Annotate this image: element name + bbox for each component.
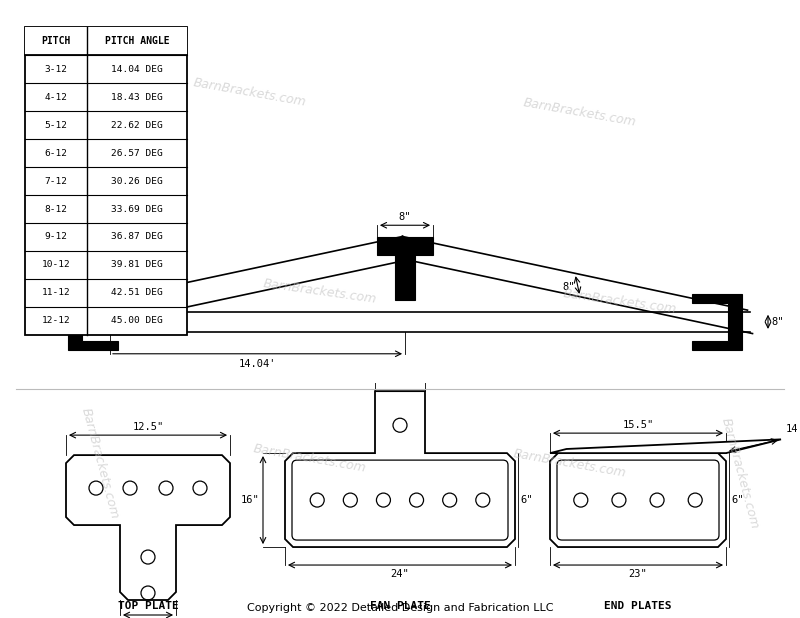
Text: BarnBrackets.com: BarnBrackets.com [522, 96, 638, 129]
Text: 4-12: 4-12 [45, 93, 67, 102]
Text: 23": 23" [629, 569, 647, 579]
Text: 10-12: 10-12 [42, 260, 70, 269]
Text: 22.62 DEG: 22.62 DEG [111, 121, 163, 130]
Text: 3-12: 3-12 [45, 65, 67, 74]
Bar [25, 27, 187, 55]
Text: 6": 6" [731, 495, 743, 505]
Bar [395, 255, 415, 300]
Text: 8": 8" [771, 317, 783, 327]
Polygon shape [285, 391, 515, 547]
Text: 8": 8" [398, 212, 411, 222]
Text: 39.81 DEG: 39.81 DEG [111, 260, 163, 269]
Text: 11-12: 11-12 [42, 289, 70, 297]
Polygon shape [58, 237, 407, 334]
Text: 14.04 DEG: 14.04 DEG [111, 65, 163, 74]
Bar [377, 237, 433, 255]
Text: BarnBrackets.com: BarnBrackets.com [253, 442, 367, 475]
Text: BarnBrackets.com: BarnBrackets.com [262, 277, 378, 307]
Text: 16": 16" [240, 495, 259, 505]
Text: 36.87 DEG: 36.87 DEG [111, 232, 163, 242]
Text: 26.57 DEG: 26.57 DEG [111, 148, 163, 158]
Text: 12-12: 12-12 [42, 316, 70, 325]
Text: 42.51 DEG: 42.51 DEG [111, 289, 163, 297]
Text: 5-12: 5-12 [45, 121, 67, 130]
Polygon shape [550, 453, 726, 547]
Text: BarnBrackets.com: BarnBrackets.com [719, 416, 761, 530]
Text: 33.69 DEG: 33.69 DEG [111, 205, 163, 214]
Text: 6": 6" [520, 495, 533, 505]
Text: PITCH ANGLE: PITCH ANGLE [105, 36, 170, 46]
Text: BarnBrackets.com: BarnBrackets.com [193, 76, 307, 109]
Polygon shape [550, 439, 781, 453]
Polygon shape [68, 294, 118, 350]
Text: 6-12: 6-12 [45, 148, 67, 158]
Text: PITCH: PITCH [42, 36, 70, 46]
Text: Copyright © 2022 Detailed Design and Fabrication LLC: Copyright © 2022 Detailed Design and Fab… [246, 603, 554, 613]
Text: 45.00 DEG: 45.00 DEG [111, 316, 163, 325]
Text: BarnBrackets.com: BarnBrackets.com [513, 447, 627, 480]
Text: 30.26 DEG: 30.26 DEG [111, 177, 163, 185]
Text: 8": 8" [562, 282, 575, 292]
Text: BarnBrackets.com: BarnBrackets.com [562, 287, 678, 316]
Polygon shape [402, 237, 753, 334]
Text: END PLATES: END PLATES [604, 601, 672, 611]
Text: 7-12: 7-12 [45, 177, 67, 185]
Text: 18.43 DEG: 18.43 DEG [111, 93, 163, 102]
Text: 14.04': 14.04' [786, 425, 800, 434]
Text: FAN PLATE: FAN PLATE [370, 601, 430, 611]
Text: 9-12: 9-12 [45, 232, 67, 242]
Text: 14.04': 14.04' [238, 359, 276, 369]
Text: 15.5": 15.5" [622, 420, 654, 430]
Text: 8-12: 8-12 [45, 205, 67, 214]
Text: BarnBrackets.com: BarnBrackets.com [79, 406, 121, 520]
Polygon shape [692, 294, 742, 350]
Polygon shape [66, 455, 230, 600]
Bar [25, 27, 187, 335]
Text: 12.5": 12.5" [132, 422, 164, 432]
Text: TOP PLATE: TOP PLATE [118, 601, 178, 611]
Text: 24": 24" [390, 569, 410, 579]
